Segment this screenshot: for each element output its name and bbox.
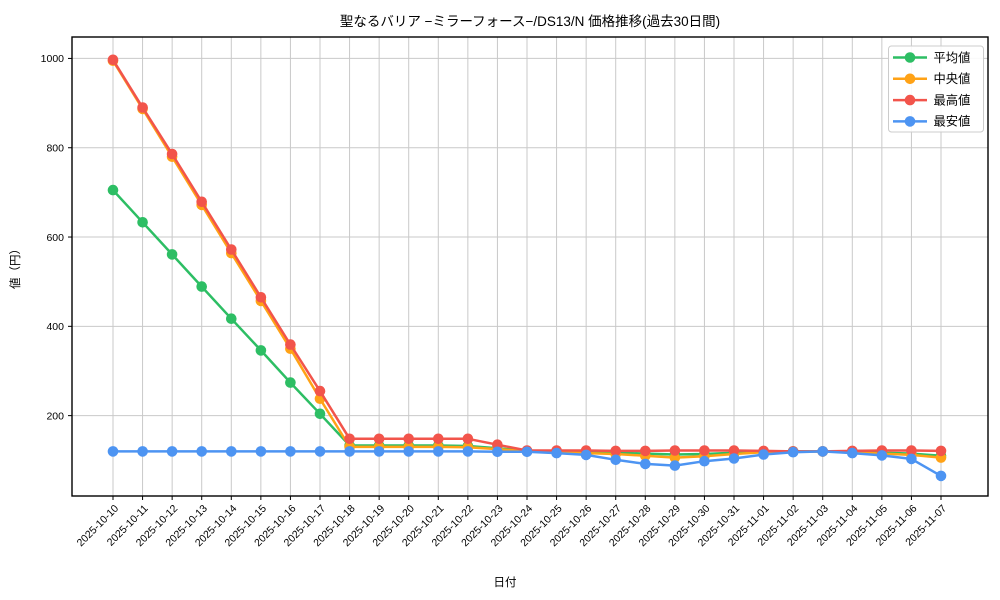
data-point (403, 433, 415, 445)
y-tick-label: 600 (46, 232, 64, 244)
data-point (758, 449, 769, 460)
data-point (226, 244, 237, 255)
data-point (107, 446, 119, 457)
data-point (314, 408, 326, 420)
y-tick-label: 200 (46, 410, 64, 422)
data-point (699, 445, 710, 456)
plot-border (71, 36, 989, 497)
data-point (285, 377, 296, 388)
data-point (847, 447, 858, 459)
legend-item-min: 最安値 (893, 114, 970, 129)
data-point (669, 460, 681, 471)
data-point (196, 446, 207, 457)
data-point (669, 445, 681, 456)
legend-item-average: 平均値 (893, 50, 970, 65)
legend-label-median: 中央値 (934, 71, 971, 86)
data-point (492, 446, 503, 458)
data-point (433, 433, 444, 445)
data-point (255, 446, 267, 457)
min-marker-icon (904, 116, 916, 127)
legend-label-max: 最高値 (934, 92, 971, 107)
data-point (462, 446, 474, 457)
data-point (285, 339, 296, 350)
data-point (373, 433, 385, 445)
average-marker-icon (904, 52, 916, 63)
data-point (344, 446, 355, 457)
median-marker-icon (904, 73, 916, 85)
legend-item-median: 中央値 (893, 71, 970, 86)
data-point (166, 446, 178, 457)
data-point (521, 446, 533, 458)
data-point (196, 281, 207, 292)
data-point (255, 345, 267, 356)
data-point (137, 446, 148, 457)
data-point (580, 449, 592, 461)
data-point (876, 450, 888, 461)
y-tick-label: 1000 (41, 53, 65, 65)
data-point (107, 184, 119, 196)
y-tick-label: 400 (46, 321, 64, 333)
grid-lines (72, 37, 988, 496)
y-tick-label: 800 (46, 143, 64, 155)
x-tick-labels: 2025-10-102025-10-112025-10-122025-10-13… (75, 503, 950, 550)
legend-box (888, 45, 984, 133)
data-point (640, 445, 651, 457)
data-point (196, 196, 207, 208)
data-point (817, 446, 828, 457)
data-point (255, 292, 267, 303)
data-series (107, 54, 947, 482)
data-point (226, 313, 237, 325)
data-point (433, 446, 444, 457)
data-point (906, 453, 917, 465)
data-point (728, 453, 740, 464)
data-point (226, 446, 237, 457)
data-point (728, 445, 740, 456)
max-marker-icon (904, 94, 916, 106)
data-point (373, 446, 385, 457)
legend-item-max: 最高値 (893, 92, 970, 107)
data-point (344, 433, 355, 445)
data-point (137, 217, 148, 228)
legend: 平均値 中央値 最高値 最安値 (888, 45, 984, 133)
data-point (787, 446, 799, 458)
data-point (137, 102, 148, 113)
data-point (610, 454, 621, 466)
data-point (462, 433, 474, 445)
data-point (107, 54, 119, 66)
data-point (166, 148, 178, 160)
data-point (551, 447, 562, 459)
data-point (285, 446, 296, 457)
data-point (314, 385, 326, 397)
data-point (166, 249, 178, 260)
legend-label-min: 最安値 (934, 114, 971, 129)
y-axis-label: 値（円） (9, 243, 22, 289)
data-point (640, 458, 651, 470)
data-point (935, 445, 947, 457)
data-point (935, 470, 947, 482)
data-point (610, 445, 621, 457)
y-tick-labels: 200 400 600 800 1000 (41, 53, 65, 422)
x-axis-label: 日付 (494, 576, 517, 589)
data-point (314, 446, 326, 457)
data-point (906, 445, 917, 456)
data-point (403, 446, 415, 457)
legend-label-average: 平均値 (934, 50, 971, 65)
data-point (699, 455, 710, 467)
chart-title: 聖なるバリア −ミラーフォース−/DS13/N 価格推移(過去30日間) (340, 14, 720, 29)
axis-ticks (68, 57, 942, 500)
